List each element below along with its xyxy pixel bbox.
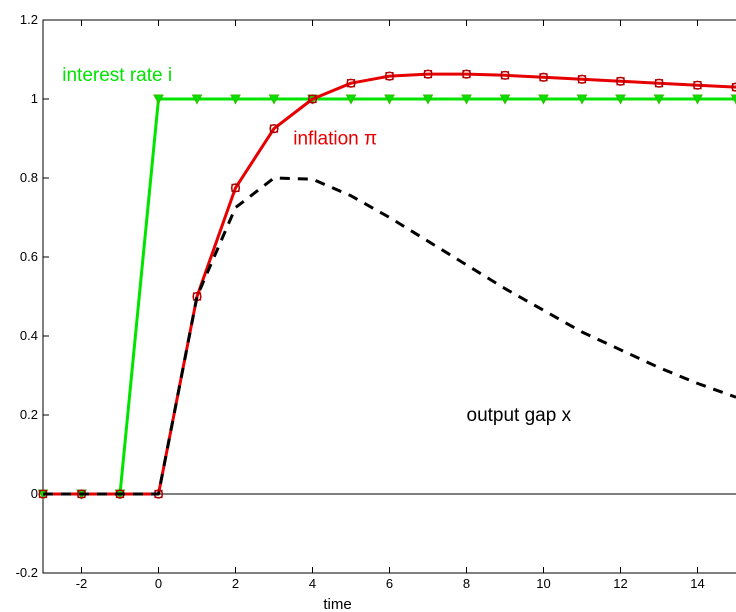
series-marker-1: [346, 78, 356, 88]
y-tick-label: -0.2: [16, 565, 38, 580]
series-marker-0: [268, 94, 280, 105]
series-line-2: [43, 176, 736, 496]
series-marker-1: [500, 70, 510, 80]
y-tick-label: 0.6: [20, 249, 38, 264]
x-tick-label: 12: [613, 576, 627, 591]
y-tick-label: 1.2: [20, 12, 38, 27]
series-line-0: [43, 97, 736, 496]
series-label-1: inflation π: [293, 128, 377, 149]
y-tick-label: 0: [31, 486, 38, 501]
x-tick-label: 6: [386, 576, 393, 591]
x-tick-label: 0: [155, 576, 162, 591]
series-marker-0: [422, 94, 434, 105]
x-tick-label: 10: [536, 576, 550, 591]
series-marker-0: [230, 94, 241, 105]
series-marker-0: [345, 94, 357, 105]
series-marker-1: [692, 80, 703, 90]
series-marker-1: [731, 82, 736, 92]
series-marker-1: [577, 74, 587, 84]
series-marker-1: [538, 72, 549, 82]
series-marker-0: [730, 94, 736, 105]
x-tick-label: 8: [463, 576, 470, 591]
y-tick-label: 0.4: [20, 328, 38, 343]
series-marker-1: [615, 76, 626, 86]
x-tick-label: 14: [690, 576, 704, 591]
series-marker-1: [654, 78, 664, 88]
series-marker-1: [423, 69, 433, 79]
series-marker-0: [576, 94, 588, 105]
series-marker-0: [538, 94, 549, 105]
plot-frame: [42, 19, 736, 574]
y-tick-label: 1: [31, 91, 38, 106]
series-label-0: interest rate i: [62, 65, 172, 86]
series-marker-1: [307, 94, 318, 104]
x-tick-label: 4: [309, 576, 316, 591]
series-marker-0: [153, 94, 164, 105]
series-label-2: output gap x: [467, 405, 572, 426]
series-marker-1: [269, 124, 279, 134]
series-marker-0: [384, 94, 395, 105]
series-marker-1: [461, 69, 472, 79]
x-tick-label: -2: [76, 576, 88, 591]
x-tick-label: 2: [232, 576, 239, 591]
series-marker-0: [499, 94, 511, 105]
series-marker-1: [230, 183, 241, 193]
x-axis-title: time: [323, 596, 351, 612]
series-marker-0: [461, 94, 472, 105]
series-marker-0: [191, 94, 203, 105]
y-tick-label: 0.2: [20, 407, 38, 422]
series-line-1: [43, 72, 736, 496]
series-marker-0: [615, 94, 626, 105]
series-marker-0: [692, 94, 703, 105]
y-tick-label: 0.8: [20, 170, 38, 185]
series-marker-1: [384, 71, 395, 81]
series-marker-0: [653, 94, 665, 105]
plot-area: [37, 69, 736, 500]
